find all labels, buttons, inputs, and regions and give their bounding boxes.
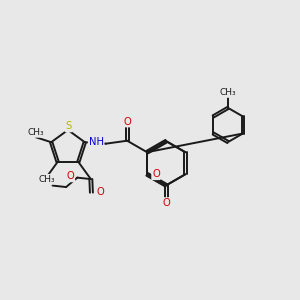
Text: O: O [152, 169, 160, 179]
Text: S: S [65, 122, 72, 131]
Text: O: O [67, 172, 74, 182]
Text: CH₃: CH₃ [38, 175, 55, 184]
Text: O: O [124, 117, 132, 127]
Text: CH₃: CH₃ [220, 88, 236, 97]
Text: O: O [96, 187, 104, 197]
Text: NH: NH [88, 137, 104, 148]
Text: O: O [163, 198, 171, 208]
Text: CH₃: CH₃ [28, 128, 44, 137]
